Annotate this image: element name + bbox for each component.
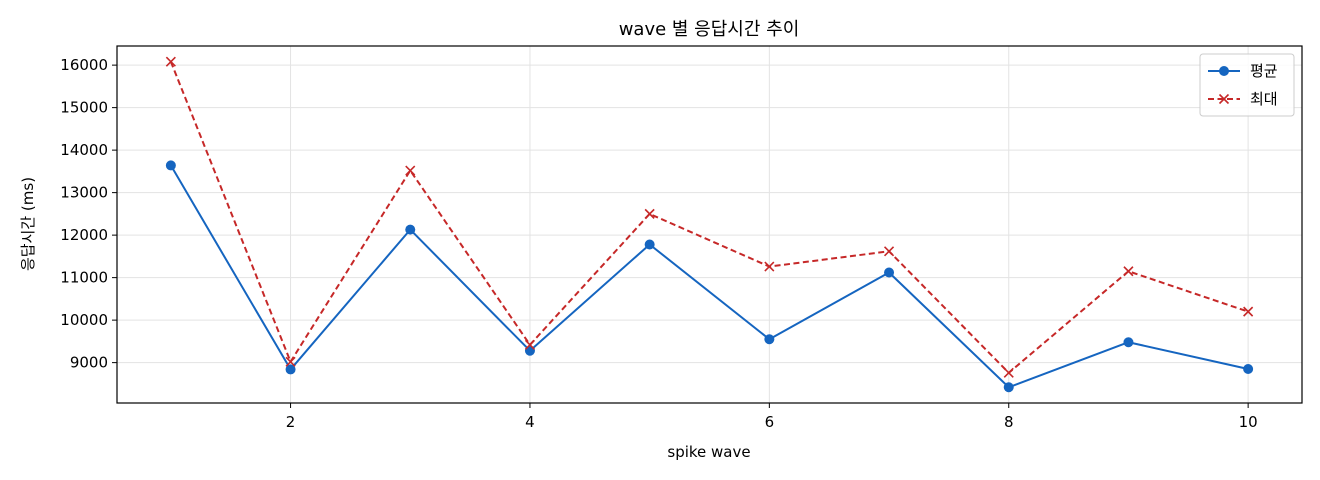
axis-ticks: 2 4 6 8 10 9000 10000 11000 12000 13000 14000 15000… [60, 56, 1257, 431]
plot-area-frame [117, 46, 1302, 403]
x-axis-label: spike wave [667, 443, 750, 461]
series-avg-point [764, 334, 774, 344]
series-max-point [645, 209, 654, 218]
x-tick-label: 8 [1004, 413, 1014, 431]
series-max-point [1124, 267, 1133, 276]
y-tick-label: 13000 [60, 184, 108, 202]
series-max-line [171, 62, 1248, 373]
y-tick-label: 16000 [60, 56, 108, 74]
series-avg-point [1004, 382, 1014, 392]
y-tick-label: 10000 [60, 311, 108, 329]
y-tick-label: 14000 [60, 141, 108, 159]
legend-item-avg-label: 평균 [1250, 62, 1278, 80]
legend-item-max-label: 최대 [1250, 90, 1278, 108]
series-avg [166, 160, 1253, 392]
series-avg-line [171, 165, 1248, 387]
y-tick-label: 12000 [60, 226, 108, 244]
series-avg-point [1123, 337, 1133, 347]
grid [117, 46, 1302, 403]
series-avg-point [645, 239, 655, 249]
series-max-point [885, 247, 894, 256]
x-tick-label: 2 [286, 413, 296, 431]
series-avg-point [405, 225, 415, 235]
x-tick-label: 6 [765, 413, 775, 431]
legend-item-avg-point [1219, 66, 1229, 76]
legend-box [1200, 54, 1294, 116]
chart-title: wave 별 응답시간 추이 [619, 19, 800, 40]
y-axis-label: 응답시간 (ms) [19, 177, 37, 271]
series-max-point [406, 166, 415, 175]
series-avg-point [1243, 364, 1253, 374]
y-tick-label: 11000 [60, 269, 108, 287]
series-avg-point [884, 268, 894, 278]
y-tick-label: 9000 [70, 354, 108, 372]
x-tick-label: 4 [525, 413, 535, 431]
y-tick-label: 15000 [60, 99, 108, 117]
x-tick-label: 10 [1239, 413, 1258, 431]
series-max [166, 57, 1252, 377]
series-avg-point [166, 160, 176, 170]
